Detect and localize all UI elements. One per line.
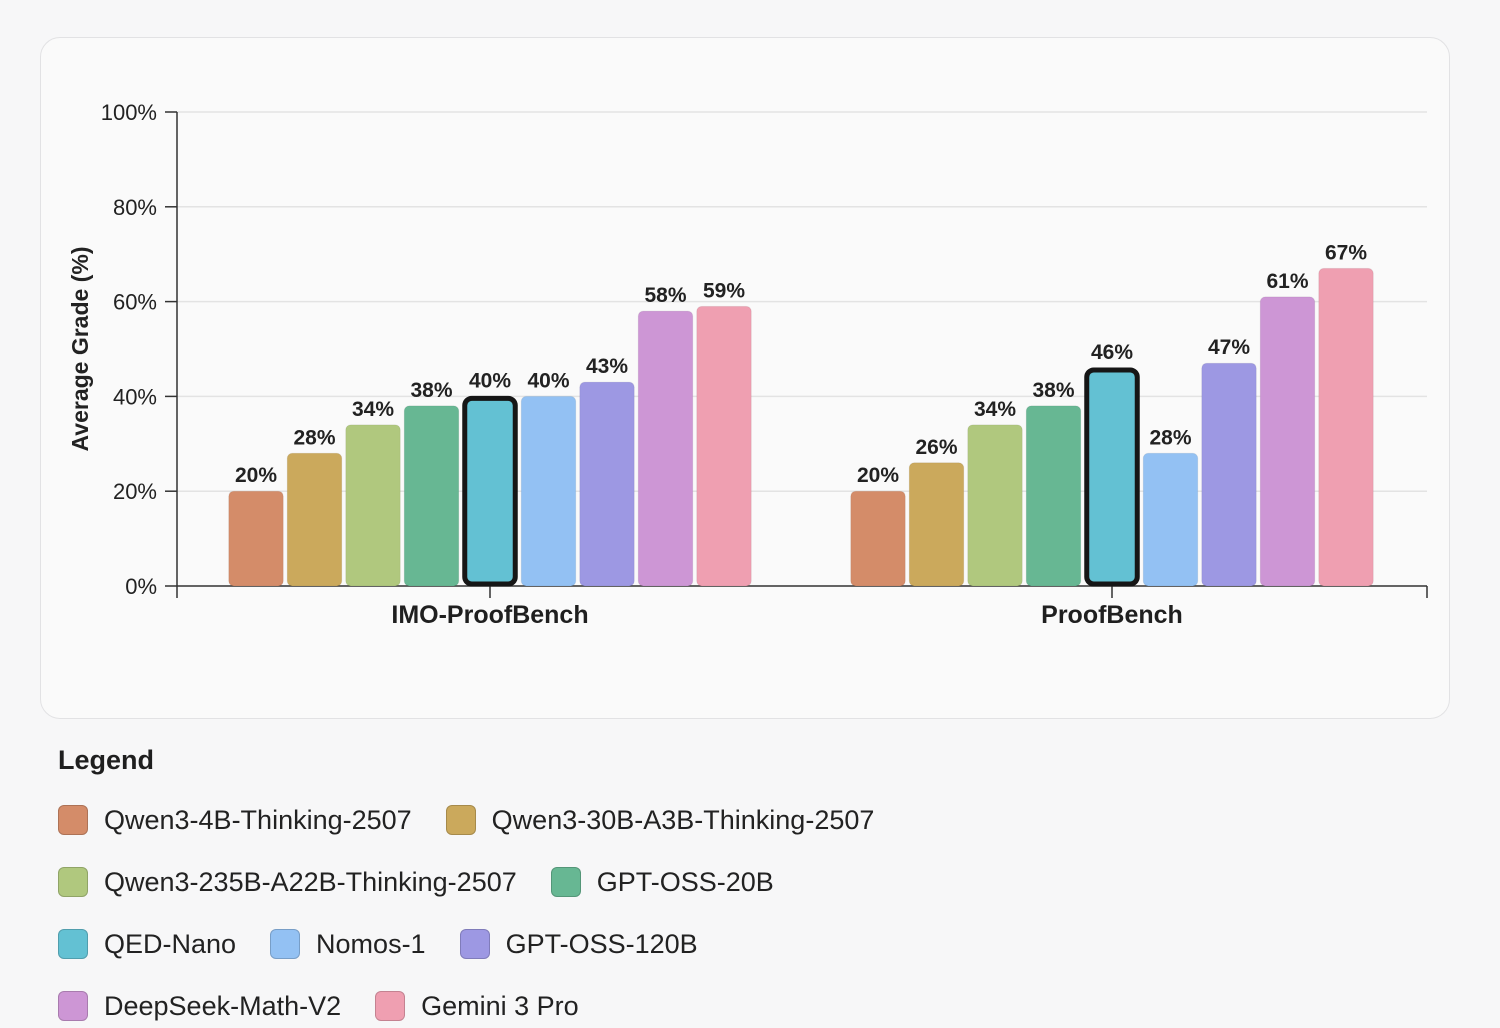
legend-item: Qwen3-4B-Thinking-2507 [58, 798, 412, 842]
legend-swatch [58, 929, 88, 959]
bar-value-label: 47% [1208, 336, 1250, 359]
legend-label: GPT-OSS-120B [505, 928, 698, 959]
bar-gpt-oss-120b [579, 381, 635, 587]
bar-value-label: 59% [703, 279, 745, 302]
bar-gpt-oss-120b [1201, 362, 1257, 587]
legend-item: Qwen3-30B-A3B-Thinking-2507 [445, 798, 875, 842]
bar-value-label: 46% [1091, 341, 1133, 364]
bar-chart: 0% 20% 40% 60% 80% 100% Average Grade (%) IMO-P… [67, 100, 1428, 629]
legend-label: Nomos-1 [316, 928, 426, 959]
legend-item: Qwen3-235B-A22B-Thinking-2507 [58, 860, 517, 904]
bar-qwen3-30b-a3b-thinking-2507 [286, 452, 343, 587]
bar-deepseek-math-v2 [1259, 296, 1316, 587]
legend-item: QED-Nano [58, 922, 236, 966]
legend-swatch [270, 929, 301, 959]
bar-value-label: 40% [469, 369, 511, 392]
legend-label: Qwen3-4B-Thinking-2507 [104, 804, 412, 835]
bar-value-label: 26% [915, 436, 957, 459]
legend-swatch [550, 867, 581, 897]
legend-label: Qwen3-30B-A3B-Thinking-2507 [491, 804, 875, 835]
bar-value-label: 58% [644, 284, 686, 307]
bar-nomos-1 [1142, 452, 1199, 587]
legend-label: Qwen3-235B-A22B-Thinking-2507 [104, 866, 517, 897]
chart-card: 0% 20% 40% 60% 80% 100% Average Grade (%) IMO-P… [40, 37, 1450, 719]
bar-value-label: 43% [586, 355, 628, 378]
y-tick-label: 100% [101, 100, 157, 125]
bar-value-label: 38% [1032, 379, 1074, 402]
legend: Legend Qwen3-4B-Thinking-2507 Qwen3-30B-A… [58, 745, 1458, 1028]
bar-gemini-3-pro [1318, 267, 1374, 587]
legend-item: GPT-OSS-120B [459, 922, 698, 966]
y-tick-label: 40% [113, 384, 157, 409]
bar-value-label: 38% [410, 379, 452, 402]
y-tick-label: 20% [113, 479, 157, 504]
bar-qwen3-235b-a22b-thinking-2507 [967, 424, 1023, 587]
bar-qwen3-4b-thinking-2507 [228, 490, 284, 587]
bar-qed-nano [462, 395, 518, 587]
legend-swatch [445, 805, 476, 835]
bar-value-label: 67% [1325, 241, 1367, 264]
y-axis-title: Average Grade (%) [67, 247, 93, 452]
bar-value-label: 40% [527, 369, 569, 392]
legend-items: Qwen3-4B-Thinking-2507 Qwen3-30B-A3B-Thin… [58, 798, 958, 1028]
bar-value-label: 61% [1266, 270, 1308, 293]
legend-item: DeepSeek-Math-V2 [58, 984, 341, 1028]
bar-value-label: 20% [235, 464, 277, 487]
bar-gpt-oss-20b [403, 405, 460, 587]
legend-swatch [58, 805, 88, 835]
bar-value-label: 28% [293, 426, 335, 449]
legend-item: GPT-OSS-20B [550, 860, 774, 904]
bar-qwen3-235b-a22b-thinking-2507 [345, 424, 401, 587]
bar-qwen3-4b-thinking-2507 [850, 490, 906, 587]
legend-label: Gemini 3 Pro [421, 990, 579, 1021]
bar-nomos-1 [520, 395, 577, 587]
legend-item: Nomos-1 [270, 922, 426, 966]
x-category-label: IMO-ProofBench [391, 601, 588, 629]
legend-swatch [459, 929, 490, 959]
legend-swatch [58, 991, 88, 1021]
y-tick-label: 60% [113, 290, 157, 315]
bar-qwen3-30b-a3b-thinking-2507 [908, 462, 965, 587]
y-tick-label: 80% [113, 195, 157, 220]
bar-gemini-3-pro [696, 305, 752, 587]
bar-qed-nano [1084, 367, 1140, 587]
y-tick-label: 0% [125, 574, 157, 599]
bar-gpt-oss-20b [1025, 405, 1082, 587]
bar-value-label: 28% [1149, 426, 1191, 449]
legend-title: Legend [58, 745, 155, 775]
x-category-label: ProofBench [1041, 601, 1183, 629]
legend-label: QED-Nano [104, 928, 237, 959]
bar-deepseek-math-v2 [637, 310, 694, 587]
legend-swatch [375, 991, 406, 1021]
legend-swatch [58, 867, 88, 897]
bar-value-label: 34% [352, 398, 394, 421]
bar-value-label: 20% [857, 464, 899, 487]
legend-item: Gemini 3 Pro [375, 984, 579, 1028]
bar-value-label: 34% [974, 398, 1016, 421]
legend-label: GPT-OSS-20B [596, 866, 774, 897]
legend-label: DeepSeek-Math-V2 [104, 990, 342, 1021]
